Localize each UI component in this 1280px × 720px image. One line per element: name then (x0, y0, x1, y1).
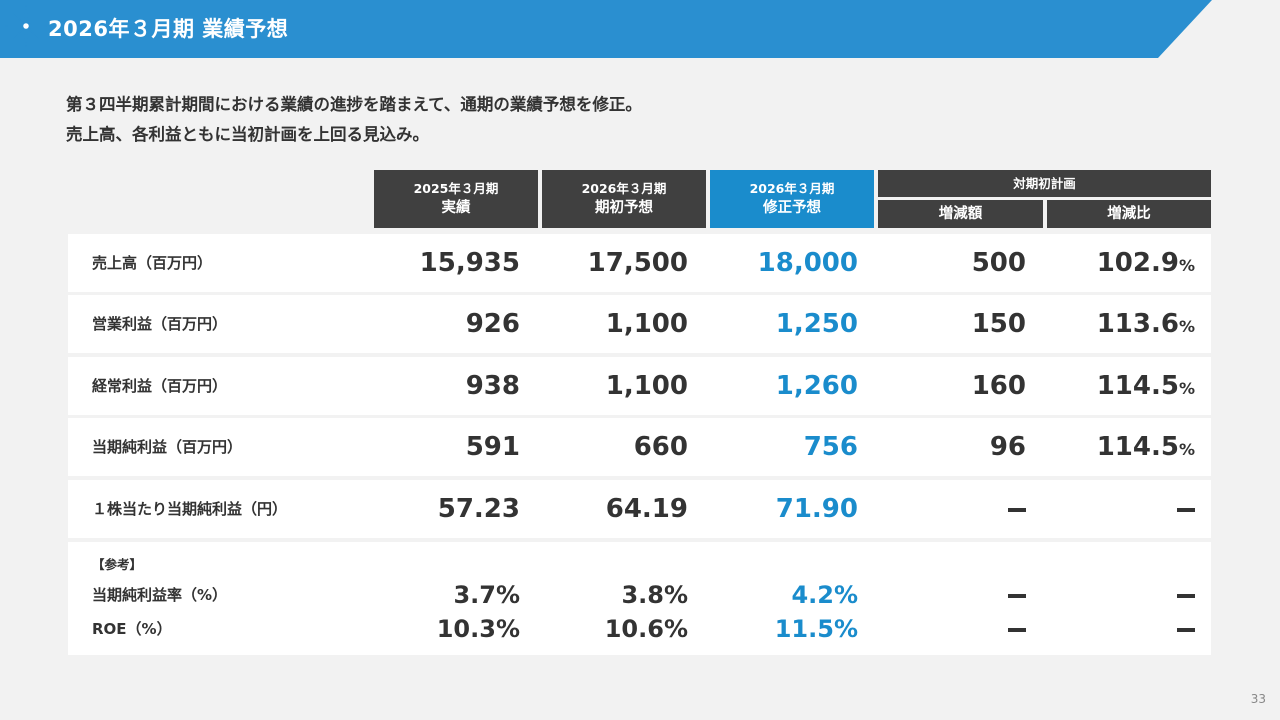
page-number: 33 (1250, 692, 1266, 706)
dash-icon (1177, 628, 1195, 632)
column-header-initial-year: 2026年３月期 (581, 181, 667, 196)
cell-diff: 160 (971, 371, 1026, 401)
table-row-operating-profit: 営業利益（百万円） 926 1,100 1,250 150 113.6% (68, 295, 1211, 353)
cell-fy2025: 15,935 (419, 248, 520, 278)
column-header-revised-year: 2026年３月期 (749, 181, 835, 196)
row-label: 営業利益（百万円） (92, 315, 228, 333)
cell-ratio-unit: % (1178, 317, 1195, 336)
cell-revised: 4.2% (791, 581, 858, 609)
cell-ratio-unit: % (1178, 256, 1195, 275)
cell-initial: 17,500 (587, 248, 688, 278)
column-group-vs-plan: 対期初計画 (878, 170, 1211, 197)
column-header-fy2026-revised: 2026年３月期 修正予想 (710, 170, 874, 228)
cell-revised: 756 (803, 432, 858, 462)
reference-row-roe: ROE（%） 10.3% 10.6% 11.5% (68, 612, 1211, 646)
cell-ratio-value: 114.5 (1096, 432, 1179, 462)
cell-revised: 1,250 (775, 309, 858, 339)
cell-initial: 1,100 (605, 309, 688, 339)
row-label: １株当たり当期純利益（円） (92, 500, 288, 518)
table-row-ordinary-profit: 経常利益（百万円） 938 1,100 1,260 160 114.5% (68, 357, 1211, 415)
cell-ratio-value: 102.9 (1096, 248, 1179, 278)
row-label: 当期純利益（百万円） (92, 438, 243, 456)
lead-line-2: 売上高、各利益ともに当初計画を上回る見込み。 (66, 125, 429, 144)
cell-ratio-unit: % (1178, 440, 1195, 459)
cell-initial: 64.19 (605, 494, 688, 524)
row-label: ROE（%） (92, 620, 172, 638)
dash-icon (1008, 507, 1026, 512)
cell-diff: 150 (971, 309, 1026, 339)
reference-block: 【参考】 当期純利益率（%） 3.7% 3.8% 4.2% ROE（%） 10.… (68, 542, 1211, 655)
cell-ratio-dash (1048, 612, 1195, 646)
column-group-vs-plan-label: 対期初計画 (1013, 175, 1076, 191)
column-header-revised-type: 修正予想 (763, 200, 821, 216)
cell-ratio: 102.9% (1048, 234, 1195, 292)
cell-ratio-dash (1048, 480, 1195, 538)
page-title: 2026年３月期 業績予想 (48, 17, 289, 41)
column-header-fy2026-initial: 2026年３月期 期初予想 (542, 170, 706, 228)
cell-initial: 660 (633, 432, 688, 462)
cell-fy2025: 938 (465, 371, 520, 401)
cell-diff-dash (878, 578, 1026, 612)
cell-diff: 500 (971, 248, 1026, 278)
cell-ratio: 114.5% (1048, 418, 1195, 476)
column-header-initial-type: 期初予想 (595, 200, 653, 216)
cell-ratio: 113.6% (1048, 295, 1195, 353)
cell-revised: 71.90 (775, 494, 858, 524)
dash-icon (1008, 628, 1026, 632)
column-header-diff-amount: 増減額 (878, 200, 1043, 228)
star-logo-icon (2, 2, 50, 50)
table-row-sales: 売上高（百万円） 15,935 17,500 18,000 500 102.9% (68, 234, 1211, 292)
column-header-fy2025-type: 実績 (441, 200, 471, 216)
cell-fy2025: 3.7% (453, 581, 520, 609)
dash-icon (1177, 507, 1195, 512)
banner-shape (0, 0, 1212, 58)
cell-fy2025: 926 (465, 309, 520, 339)
cell-fy2025: 10.3% (436, 615, 520, 643)
column-header-diff-amount-label: 増減額 (938, 206, 983, 222)
dash-icon (1008, 594, 1026, 598)
column-header-diff-ratio-label: 増減比 (1107, 206, 1151, 222)
table-row-eps: １株当たり当期純利益（円） 57.23 64.19 71.90 (68, 480, 1211, 538)
cell-revised: 11.5% (774, 615, 858, 643)
cell-revised: 18,000 (757, 248, 858, 278)
column-header-diff-ratio: 増減比 (1047, 200, 1211, 228)
cell-initial: 3.8% (621, 581, 688, 609)
cell-ratio-value: 114.5 (1096, 371, 1179, 401)
cell-revised: 1,260 (775, 371, 858, 401)
cell-ratio-value: 113.6 (1096, 309, 1179, 339)
cell-fy2025: 591 (465, 432, 520, 462)
cell-diff-dash (878, 480, 1026, 538)
cell-diff: 96 (989, 432, 1026, 462)
column-header-fy2025-year: 2025年３月期 (413, 181, 499, 196)
reference-row-net-margin: 当期純利益率（%） 3.7% 3.8% 4.2% (68, 578, 1211, 612)
lead-text: 第３四半期累計期間における業績の進捗を踏まえて、通期の業績予想を修正。 売上高、… (66, 90, 642, 150)
cell-ratio-unit: % (1178, 379, 1195, 398)
column-header-fy2025: 2025年３月期 実績 (374, 170, 538, 228)
row-label: 売上高（百万円） (92, 254, 213, 272)
dash-icon (1177, 594, 1195, 598)
row-label: 当期純利益率（%） (92, 586, 228, 604)
lead-line-1: 第３四半期累計期間における業績の進捗を踏まえて、通期の業績予想を修正。 (66, 95, 642, 114)
cell-ratio-dash (1048, 578, 1195, 612)
cell-ratio: 114.5% (1048, 357, 1195, 415)
cell-initial: 10.6% (604, 615, 688, 643)
row-label: 経常利益（百万円） (92, 377, 228, 395)
header-banner: 2026年３月期 業績予想 (0, 0, 1280, 58)
cell-diff-dash (878, 612, 1026, 646)
cell-initial: 1,100 (605, 371, 688, 401)
table-row-net-income: 当期純利益（百万円） 591 660 756 96 114.5% (68, 418, 1211, 476)
cell-fy2025: 57.23 (437, 494, 520, 524)
reference-tag: 【参考】 (92, 557, 143, 572)
